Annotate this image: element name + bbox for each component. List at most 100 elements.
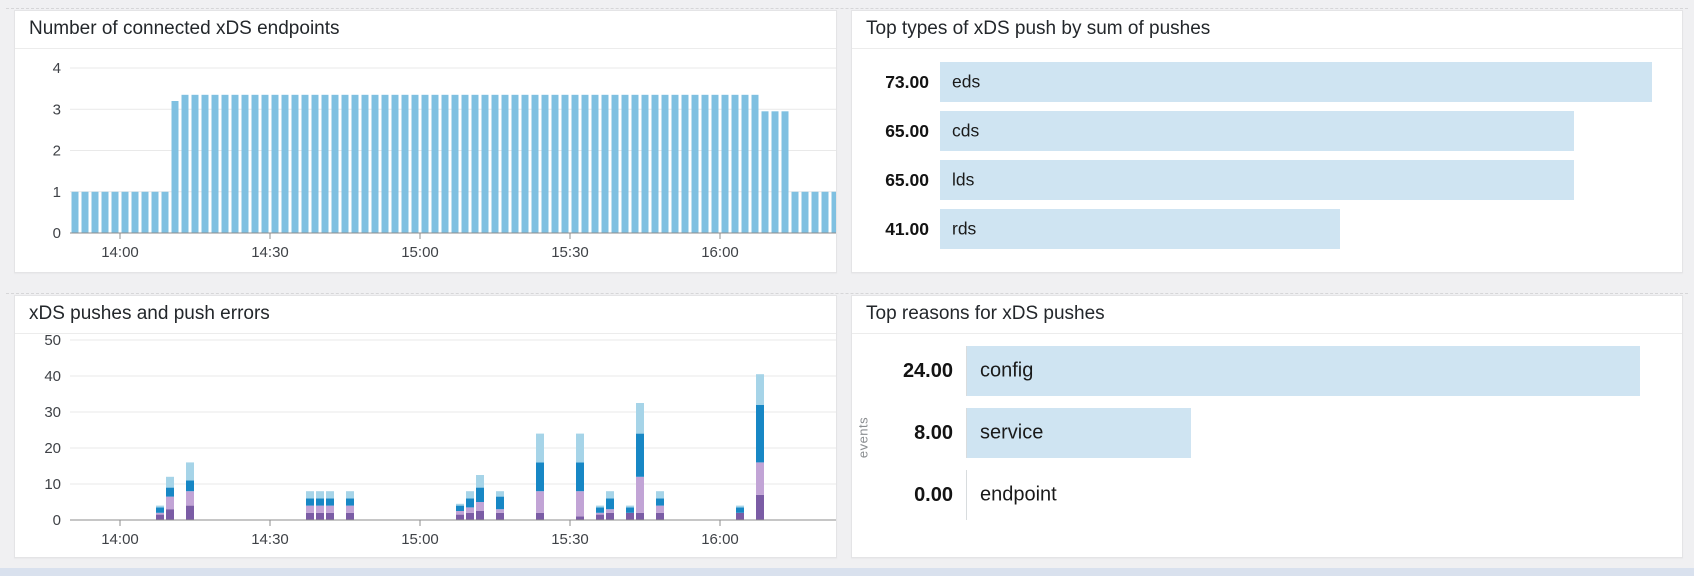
- bar[interactable]: [221, 94, 229, 233]
- bar[interactable]: [771, 111, 779, 233]
- connected-xds-endpoints-chart[interactable]: 0 1 2 3 4 14:00 14:30 15:00 15:30 16:00: [15, 49, 836, 273]
- xds-pushes-and-push-errors-chart[interactable]: 0 10 20 30 40 50 14:00 14:30 15:00 15:30 16:00: [15, 334, 836, 558]
- bar[interactable]: [171, 101, 179, 233]
- bar[interactable]: [101, 191, 109, 233]
- stacked-bar-segment[interactable]: [576, 516, 584, 520]
- bar[interactable]: [361, 94, 369, 233]
- panel-title[interactable]: xDS pushes and push errors: [15, 296, 836, 334]
- stacked-bar-segment[interactable]: [596, 505, 604, 508]
- stacked-bar-segment[interactable]: [166, 496, 174, 510]
- stacked-bar-segment[interactable]: [156, 505, 164, 508]
- bar[interactable]: [691, 94, 699, 233]
- hbar-fill[interactable]: [967, 346, 1640, 396]
- stacked-bar-segment[interactable]: [536, 433, 544, 463]
- bar[interactable]: [571, 94, 579, 233]
- stacked-bar-segment[interactable]: [636, 403, 644, 434]
- stacked-bar-segment[interactable]: [626, 512, 634, 520]
- stacked-bar-segment[interactable]: [596, 514, 604, 520]
- panel-title[interactable]: Top types of xDS push by sum of pushes: [852, 11, 1682, 49]
- stacked-bar-segment[interactable]: [156, 514, 164, 520]
- bar[interactable]: [461, 94, 469, 233]
- stacked-bar-segment[interactable]: [456, 511, 464, 515]
- bar[interactable]: [741, 94, 749, 233]
- stacked-bar-segment[interactable]: [496, 509, 504, 513]
- bar[interactable]: [111, 191, 119, 233]
- stacked-bar-segment[interactable]: [326, 512, 334, 520]
- bar[interactable]: [641, 94, 649, 233]
- stacked-bar-segment[interactable]: [466, 498, 474, 508]
- stacked-bar-segment[interactable]: [536, 462, 544, 492]
- stacked-bar-segment[interactable]: [756, 494, 764, 520]
- stacked-bar-segment[interactable]: [306, 505, 314, 513]
- bar[interactable]: [381, 94, 389, 233]
- stacked-bar-segment[interactable]: [636, 433, 644, 477]
- bar[interactable]: [551, 94, 559, 233]
- bar[interactable]: [121, 191, 129, 233]
- bar[interactable]: [681, 94, 689, 233]
- stacked-bar-segment[interactable]: [156, 507, 164, 513]
- bar[interactable]: [391, 94, 399, 233]
- stacked-bar-segment[interactable]: [456, 514, 464, 520]
- bar[interactable]: [91, 191, 99, 233]
- stacked-bar-segment[interactable]: [476, 487, 484, 502]
- stacked-bar-segment[interactable]: [166, 476, 174, 488]
- bar[interactable]: [711, 94, 719, 233]
- bar[interactable]: [791, 191, 799, 233]
- bar[interactable]: [651, 94, 659, 233]
- stacked-bar-segment[interactable]: [656, 505, 664, 513]
- bar[interactable]: [331, 94, 339, 233]
- bar[interactable]: [541, 94, 549, 233]
- stacked-bar-segment[interactable]: [606, 498, 614, 510]
- bar[interactable]: [151, 191, 159, 233]
- stacked-bar-segment[interactable]: [306, 491, 314, 499]
- stacked-bar-segment[interactable]: [466, 507, 474, 513]
- bar[interactable]: [181, 94, 189, 233]
- bar[interactable]: [521, 94, 529, 233]
- stacked-bar-segment[interactable]: [656, 491, 664, 499]
- bar[interactable]: [671, 94, 679, 233]
- bar[interactable]: [131, 191, 139, 233]
- bar[interactable]: [751, 94, 759, 233]
- bar[interactable]: [241, 94, 249, 233]
- bar[interactable]: [311, 94, 319, 233]
- bar[interactable]: [201, 94, 209, 233]
- stacked-bar-segment[interactable]: [186, 480, 194, 492]
- stacked-bar-segment[interactable]: [576, 491, 584, 517]
- stacked-bar-segment[interactable]: [166, 509, 174, 520]
- stacked-bar-segment[interactable]: [166, 487, 174, 497]
- bar[interactable]: [481, 94, 489, 233]
- bar[interactable]: [441, 94, 449, 233]
- stacked-bar-segment[interactable]: [316, 491, 324, 499]
- stacked-bar-segment[interactable]: [606, 509, 614, 513]
- stacked-bar-segment[interactable]: [626, 507, 634, 513]
- bar[interactable]: [411, 94, 419, 233]
- stacked-bar-segment[interactable]: [326, 505, 334, 513]
- bar[interactable]: [761, 111, 769, 233]
- stacked-bar-segment[interactable]: [636, 512, 644, 520]
- bar[interactable]: [301, 94, 309, 233]
- bar[interactable]: [631, 94, 639, 233]
- bar[interactable]: [191, 94, 199, 233]
- bar[interactable]: [811, 191, 819, 233]
- bar[interactable]: [161, 191, 169, 233]
- bar[interactable]: [821, 191, 829, 233]
- bar[interactable]: [81, 191, 89, 233]
- bar[interactable]: [321, 94, 329, 233]
- stacked-bar-segment[interactable]: [346, 512, 354, 520]
- bar[interactable]: [721, 94, 729, 233]
- bar[interactable]: [731, 94, 739, 233]
- stacked-bar-segment[interactable]: [536, 491, 544, 513]
- hbar-fill[interactable]: [967, 408, 1192, 458]
- stacked-bar-segment[interactable]: [496, 512, 504, 520]
- stacked-bar-segment[interactable]: [466, 491, 474, 499]
- bar[interactable]: [351, 94, 359, 233]
- panel-title[interactable]: Top reasons for xDS pushes: [852, 296, 1682, 334]
- bar[interactable]: [581, 94, 589, 233]
- bar[interactable]: [421, 94, 429, 233]
- stacked-bar-segment[interactable]: [456, 503, 464, 506]
- bar[interactable]: [801, 191, 809, 233]
- stacked-bar-segment[interactable]: [316, 505, 324, 513]
- stacked-bar-segment[interactable]: [656, 498, 664, 506]
- bar[interactable]: [511, 94, 519, 233]
- bar[interactable]: [371, 94, 379, 233]
